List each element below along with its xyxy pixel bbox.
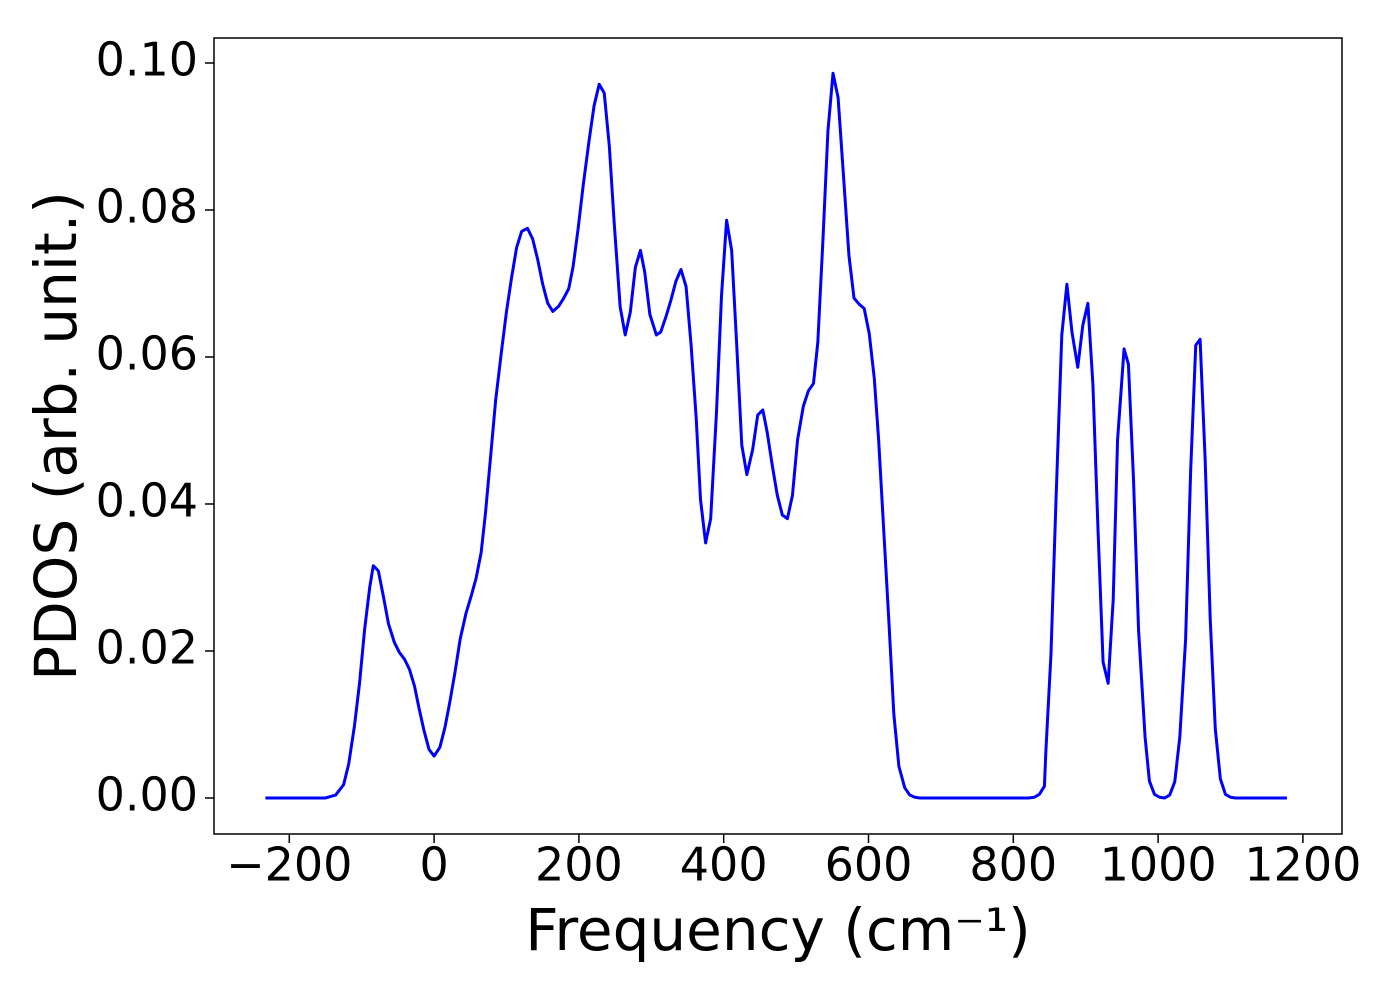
y-tick-label: 0.02 [96,620,198,674]
x-tick-label: 800 [969,838,1057,892]
x-tick-label: 200 [535,838,623,892]
y-tick-label: 0.08 [96,179,198,233]
x-tick-label: −200 [226,838,352,892]
data-line [265,71,1287,800]
x-tick-label: 1200 [1244,838,1361,892]
x-tick-label: 1000 [1100,838,1217,892]
x-axis-label: Frequency (cm⁻¹) [525,896,1031,964]
y-tick-label: 0.06 [96,326,198,380]
x-tick-label: 600 [825,838,913,892]
plot-frame [213,37,1343,835]
y-axis-label: PDOS (arb. unit.) [22,191,90,681]
y-tick-label: 0.04 [96,473,198,527]
y-tick-label: 0.00 [96,767,198,821]
x-tick-label: 400 [680,838,768,892]
y-tick-label: 0.10 [96,32,198,86]
x-tick-label: 0 [419,838,448,892]
